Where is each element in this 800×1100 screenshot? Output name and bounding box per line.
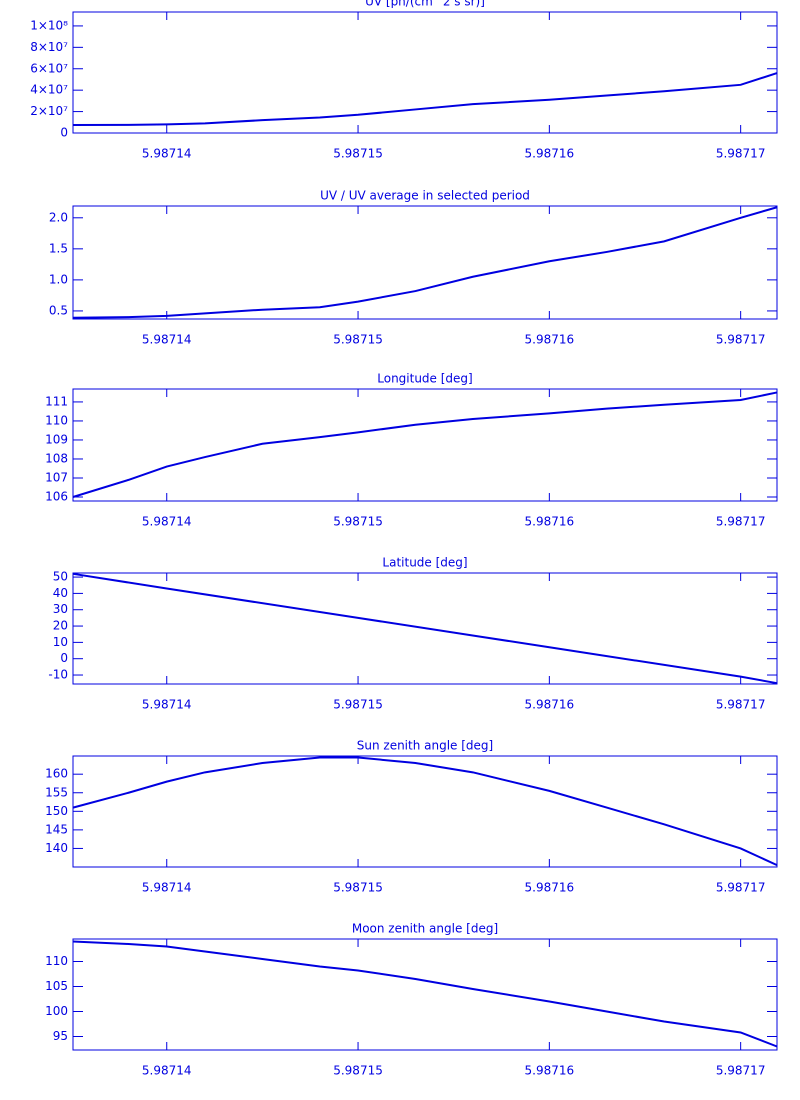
plot-frame	[72, 11, 778, 134]
y-tick-label: 109	[45, 432, 68, 446]
data-line	[72, 572, 778, 685]
x-tick-label: 5.98717	[716, 147, 766, 161]
y-tick-label: 0.5	[49, 303, 68, 317]
chart-title: UV [ph/(cm^2 s sr)]	[365, 0, 485, 9]
data-line	[72, 391, 778, 498]
y-tick-label: 40	[53, 586, 68, 600]
y-tick-label: 1.5	[49, 241, 68, 255]
y-tick-label: 106	[45, 490, 68, 504]
y-tick-label: 1×10⁸	[30, 18, 68, 32]
y-tick-label: 100	[45, 1004, 68, 1018]
y-tick-label: -10	[48, 668, 68, 682]
x-tick-label: 5.98717	[716, 333, 766, 347]
x-tick-label: 5.98715	[333, 147, 383, 161]
x-tick-label: 5.98717	[716, 515, 766, 529]
x-tick-label: 5.98717	[716, 698, 766, 712]
plot-frame	[72, 205, 778, 320]
x-tick-label: 5.98714	[142, 515, 192, 529]
y-tick-label: 150	[45, 804, 68, 818]
y-tick-label: 50	[53, 570, 68, 584]
data-line	[72, 206, 778, 319]
plot-frame	[72, 938, 778, 1051]
x-tick-label: 5.98715	[333, 333, 383, 347]
y-tick-label: 140	[45, 841, 68, 855]
y-tick-label: 10	[53, 635, 68, 649]
y-tick-label: 6×10⁷	[30, 61, 68, 75]
y-tick-label: 155	[45, 785, 68, 799]
plot-frame	[72, 755, 778, 868]
x-tick-label: 5.98716	[525, 698, 575, 712]
y-tick-label: 108	[45, 451, 68, 465]
x-tick-label: 5.98715	[333, 881, 383, 895]
x-tick-label: 5.98717	[716, 1064, 766, 1078]
y-tick-label: 30	[53, 602, 68, 616]
chart-title: Moon zenith angle [deg]	[352, 922, 498, 936]
plot-frame	[72, 572, 778, 685]
x-tick-label: 5.98716	[525, 515, 575, 529]
data-line	[72, 940, 778, 1048]
x-tick-label: 5.98716	[525, 1064, 575, 1078]
x-tick-label: 5.98716	[525, 333, 575, 347]
y-tick-label: 8×10⁷	[30, 40, 68, 54]
x-tick-label: 5.98714	[142, 333, 192, 347]
y-tick-label: 105	[45, 979, 68, 993]
y-tick-label: 145	[45, 822, 68, 836]
y-tick-label: 95	[53, 1029, 68, 1043]
y-tick-label: 1.0	[49, 272, 68, 286]
y-tick-label: 110	[45, 413, 68, 427]
y-tick-label: 107	[45, 470, 68, 484]
y-tick-label: 20	[53, 619, 68, 633]
x-tick-label: 5.98716	[525, 881, 575, 895]
y-tick-label: 0	[60, 126, 68, 140]
plot-frame	[72, 388, 778, 502]
y-tick-label: 2.0	[49, 210, 68, 224]
x-tick-label: 5.98715	[333, 698, 383, 712]
x-tick-label: 5.98714	[142, 881, 192, 895]
chart-title: Latitude [deg]	[382, 556, 467, 570]
data-line	[72, 72, 778, 126]
y-tick-label: 110	[45, 954, 68, 968]
x-tick-label: 5.98715	[333, 515, 383, 529]
x-tick-label: 5.98714	[142, 698, 192, 712]
y-tick-label: 4×10⁷	[30, 83, 68, 97]
y-tick-label: 0	[60, 651, 68, 665]
x-tick-label: 5.98717	[716, 881, 766, 895]
chart-title: Longitude [deg]	[377, 372, 472, 386]
y-tick-label: 160	[45, 767, 68, 781]
x-tick-label: 5.98715	[333, 1064, 383, 1078]
x-tick-label: 5.98714	[142, 147, 192, 161]
chart-title: Sun zenith angle [deg]	[357, 739, 493, 753]
x-tick-label: 5.98714	[142, 1064, 192, 1078]
y-tick-label: 111	[45, 394, 68, 408]
y-tick-label: 2×10⁷	[30, 104, 68, 118]
x-tick-label: 5.98716	[525, 147, 575, 161]
chart-title: UV / UV average in selected period	[320, 189, 530, 203]
data-line	[72, 756, 778, 867]
